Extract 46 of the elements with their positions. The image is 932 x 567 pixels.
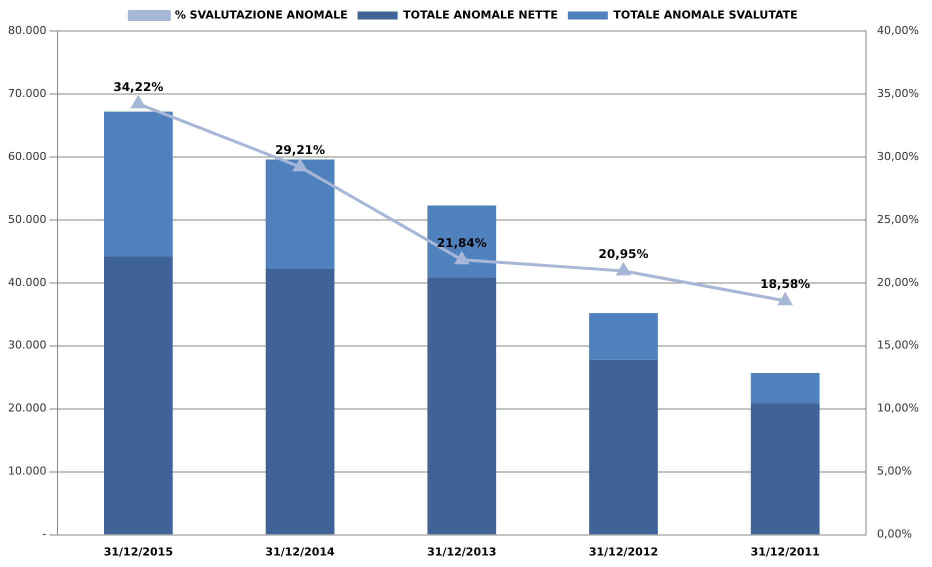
bar (104, 256, 173, 534)
y-tick-label: 40.000 (8, 276, 46, 289)
y-tick-label: 10.000 (8, 464, 46, 478)
y2-tick-label: 5,00% (877, 464, 912, 478)
y2-tick-label: 15,00% (877, 338, 920, 352)
y-tick-label: - (42, 528, 47, 541)
data-label: 29,21% (275, 143, 326, 158)
legend-label: % SVALUTAZIONE ANOMALE (174, 8, 348, 22)
data-label: 18,58% (760, 276, 810, 291)
bar (104, 112, 173, 256)
y2-tick-label: 10,00% (877, 402, 920, 415)
bar (589, 360, 658, 534)
y-tick-label: 60.000 (8, 150, 46, 163)
y-tick-label: 70.000 (8, 86, 46, 100)
data-label: 34,22% (113, 80, 164, 94)
x-tick-label: 31/12/2012 (588, 545, 658, 558)
bar (266, 159, 334, 270)
y2-tick-label: 0,00% (877, 528, 912, 541)
bar (266, 269, 334, 534)
point (778, 293, 792, 306)
y-tick-label: 20.000 (8, 402, 46, 415)
point (132, 96, 146, 108)
bar (750, 372, 820, 404)
y2-tick-label: 25,00% (877, 212, 920, 226)
bar (427, 205, 496, 278)
legend-label: TOTALE ANOMALE SVALUTATE (613, 8, 798, 22)
y2-tick-label: 20,00% (877, 276, 920, 289)
bar (750, 403, 820, 534)
point (455, 252, 468, 264)
y2-tick-label: 35,00% (877, 86, 920, 100)
legend-label: TOTALE ANOMALE NETTE (403, 8, 558, 22)
point (293, 159, 307, 172)
data-label: 20,95% (598, 247, 648, 262)
y-tick-label: 80.000 (8, 24, 46, 37)
x-tick-label: 31/12/2014 (265, 545, 336, 558)
bar (427, 277, 496, 534)
x-tick-label: 31/12/2013 (427, 545, 496, 558)
y2-tick-label: 30,00% (877, 150, 920, 163)
y2-tick-label: 40,00% (877, 24, 920, 37)
x-tick-label: 31/12/2011 (750, 545, 820, 558)
data-label: 21,84% (436, 236, 487, 250)
x-tick-label: 31/12/2015 (104, 545, 173, 558)
y-tick-label: 30.000 (8, 338, 46, 352)
point (616, 263, 630, 276)
bar (589, 313, 658, 360)
y-tick-label: 50.000 (8, 212, 46, 226)
